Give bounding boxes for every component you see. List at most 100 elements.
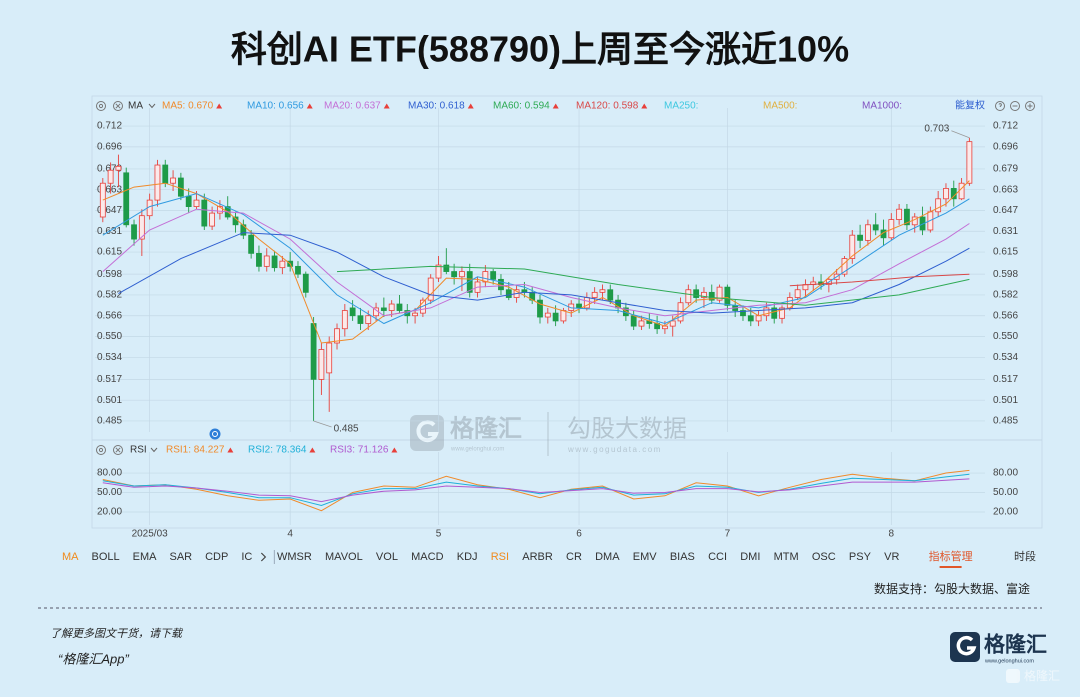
- y-tick-label-right: 0.712: [993, 121, 1018, 132]
- legend-item[interactable]: MA500:: [763, 101, 797, 112]
- corner-watermark: 格隆汇: [1006, 668, 1060, 683]
- watermark-brand: 格隆汇: [450, 414, 522, 442]
- candle-body: [771, 307, 778, 319]
- y-tick-label-right: 0.663: [993, 184, 1018, 195]
- toolbar-item[interactable]: ARBR: [522, 551, 553, 563]
- y-tick-label-left: 0.615: [97, 247, 122, 258]
- legend-item[interactable]: MA60: 0.594: [493, 101, 550, 112]
- candle-body: [193, 199, 200, 208]
- toolbar-item[interactable]: IC: [241, 551, 252, 563]
- toolbar-item[interactable]: CCI: [708, 551, 727, 563]
- toolbar-manage[interactable]: 指标管理: [929, 549, 973, 563]
- candle-body: [779, 307, 785, 319]
- candle-body: [904, 208, 910, 226]
- series-line: [118, 232, 970, 314]
- legend-item[interactable]: RSI3: 71.126: [330, 445, 389, 456]
- candle-body: [310, 323, 317, 380]
- candle-body: [724, 286, 731, 306]
- toolbar-item[interactable]: DMA: [595, 551, 620, 563]
- candle-body: [490, 271, 497, 280]
- toolbar-item[interactable]: DMI: [740, 551, 760, 563]
- candle-body: [349, 307, 356, 317]
- toolbar-item[interactable]: CDP: [205, 551, 228, 563]
- toolbar-item[interactable]: PSY: [849, 551, 872, 563]
- legend-item[interactable]: MA30: 0.618: [408, 101, 465, 112]
- toolbar-item[interactable]: EMA: [133, 551, 158, 563]
- candle-body: [459, 271, 465, 278]
- toolbar-more[interactable]: [260, 552, 267, 562]
- indicator-label[interactable]: MA: [128, 101, 143, 112]
- toolbar-item[interactable]: MACD: [411, 551, 443, 563]
- y-tick-label-left: 20.00: [97, 507, 122, 518]
- x-tick-label: 5: [436, 529, 442, 540]
- toolbar-item[interactable]: RSI: [491, 551, 509, 563]
- legend-item[interactable]: MA250:: [664, 101, 698, 112]
- legend-item[interactable]: RSI2: 78.364: [248, 445, 307, 456]
- candle-body: [115, 165, 122, 171]
- candle-body: [560, 310, 567, 322]
- y-tick-label-right: 0.615: [993, 247, 1018, 258]
- dropdown-arrow[interactable]: [148, 103, 156, 109]
- toolbar-item[interactable]: VOL: [376, 551, 398, 563]
- candle-body: [427, 277, 434, 301]
- y-tick-label-right: 0.582: [993, 290, 1018, 301]
- candle-body: [131, 224, 137, 240]
- series-line: [102, 473, 970, 507]
- candle-body: [708, 291, 715, 301]
- trend-arrow: [216, 103, 223, 109]
- candle-body: [896, 208, 903, 220]
- y-tick-label-left: 50.00: [97, 487, 122, 498]
- y-tick-label-right: 0.485: [993, 416, 1018, 427]
- candle-body: [177, 177, 184, 197]
- legend-item[interactable]: MA10: 0.656: [247, 101, 304, 112]
- settings-icon[interactable]: [96, 445, 106, 455]
- toolbar-item[interactable]: KDJ: [457, 551, 478, 563]
- close-icon[interactable]: [113, 445, 123, 455]
- candle-body: [607, 289, 614, 301]
- candle-body: [341, 310, 348, 330]
- y-tick-label-right: 0.598: [993, 269, 1018, 280]
- settings-icon[interactable]: [96, 101, 106, 111]
- adjust-label[interactable]: 能复权: [955, 99, 985, 112]
- y-tick-label-left: 0.517: [97, 374, 122, 385]
- indicator-label[interactable]: RSI: [130, 445, 147, 456]
- candle-body: [576, 303, 582, 309]
- toolbar-item[interactable]: OSC: [812, 551, 836, 563]
- footer-line1: 了解更多图文干货，请下载: [50, 627, 184, 640]
- dropdown-arrow[interactable]: [150, 447, 158, 453]
- candle-body: [107, 169, 114, 184]
- toolbar-item[interactable]: WMSR: [277, 551, 312, 563]
- toolbar-item[interactable]: MA: [62, 551, 79, 563]
- legend-item[interactable]: MA120: 0.598: [576, 101, 639, 112]
- legend-item[interactable]: MA5: 0.670: [162, 101, 214, 112]
- toolbar-item[interactable]: SAR: [169, 551, 192, 563]
- toolbar-item[interactable]: MAVOL: [325, 551, 363, 563]
- candle-body: [451, 271, 458, 278]
- toolbar-item[interactable]: VR: [884, 551, 899, 563]
- toolbar-period[interactable]: 时段: [1014, 549, 1036, 563]
- y-tick-label-left: 0.696: [97, 141, 122, 152]
- y-tick-label-left: 0.598: [97, 269, 122, 280]
- annotation-leader: [313, 420, 332, 428]
- candle-body: [849, 234, 856, 259]
- toolbar-item[interactable]: MTM: [774, 551, 799, 563]
- toolbar-item[interactable]: BIAS: [670, 551, 695, 563]
- event-marker[interactable]: [209, 428, 221, 440]
- toolbar-item[interactable]: BOLL: [92, 551, 120, 563]
- y-tick-label-right: 0.534: [993, 352, 1018, 363]
- candle-body: [943, 188, 949, 200]
- legend-item[interactable]: RSI1: 84.227: [166, 445, 225, 456]
- annotation: 0.485: [334, 424, 359, 435]
- toolbar-item[interactable]: EMV: [633, 551, 658, 563]
- close-icon[interactable]: [113, 101, 123, 111]
- legend-item[interactable]: MA20: 0.637: [324, 101, 381, 112]
- toolbar-item[interactable]: CR: [566, 551, 582, 563]
- candle-body: [162, 164, 169, 184]
- candle-body: [544, 312, 551, 318]
- zoom-icons[interactable]: [995, 101, 1035, 111]
- y-tick-label-left: 0.485: [97, 416, 122, 427]
- candle-body: [396, 303, 403, 311]
- legend-item[interactable]: MA1000:: [862, 101, 902, 112]
